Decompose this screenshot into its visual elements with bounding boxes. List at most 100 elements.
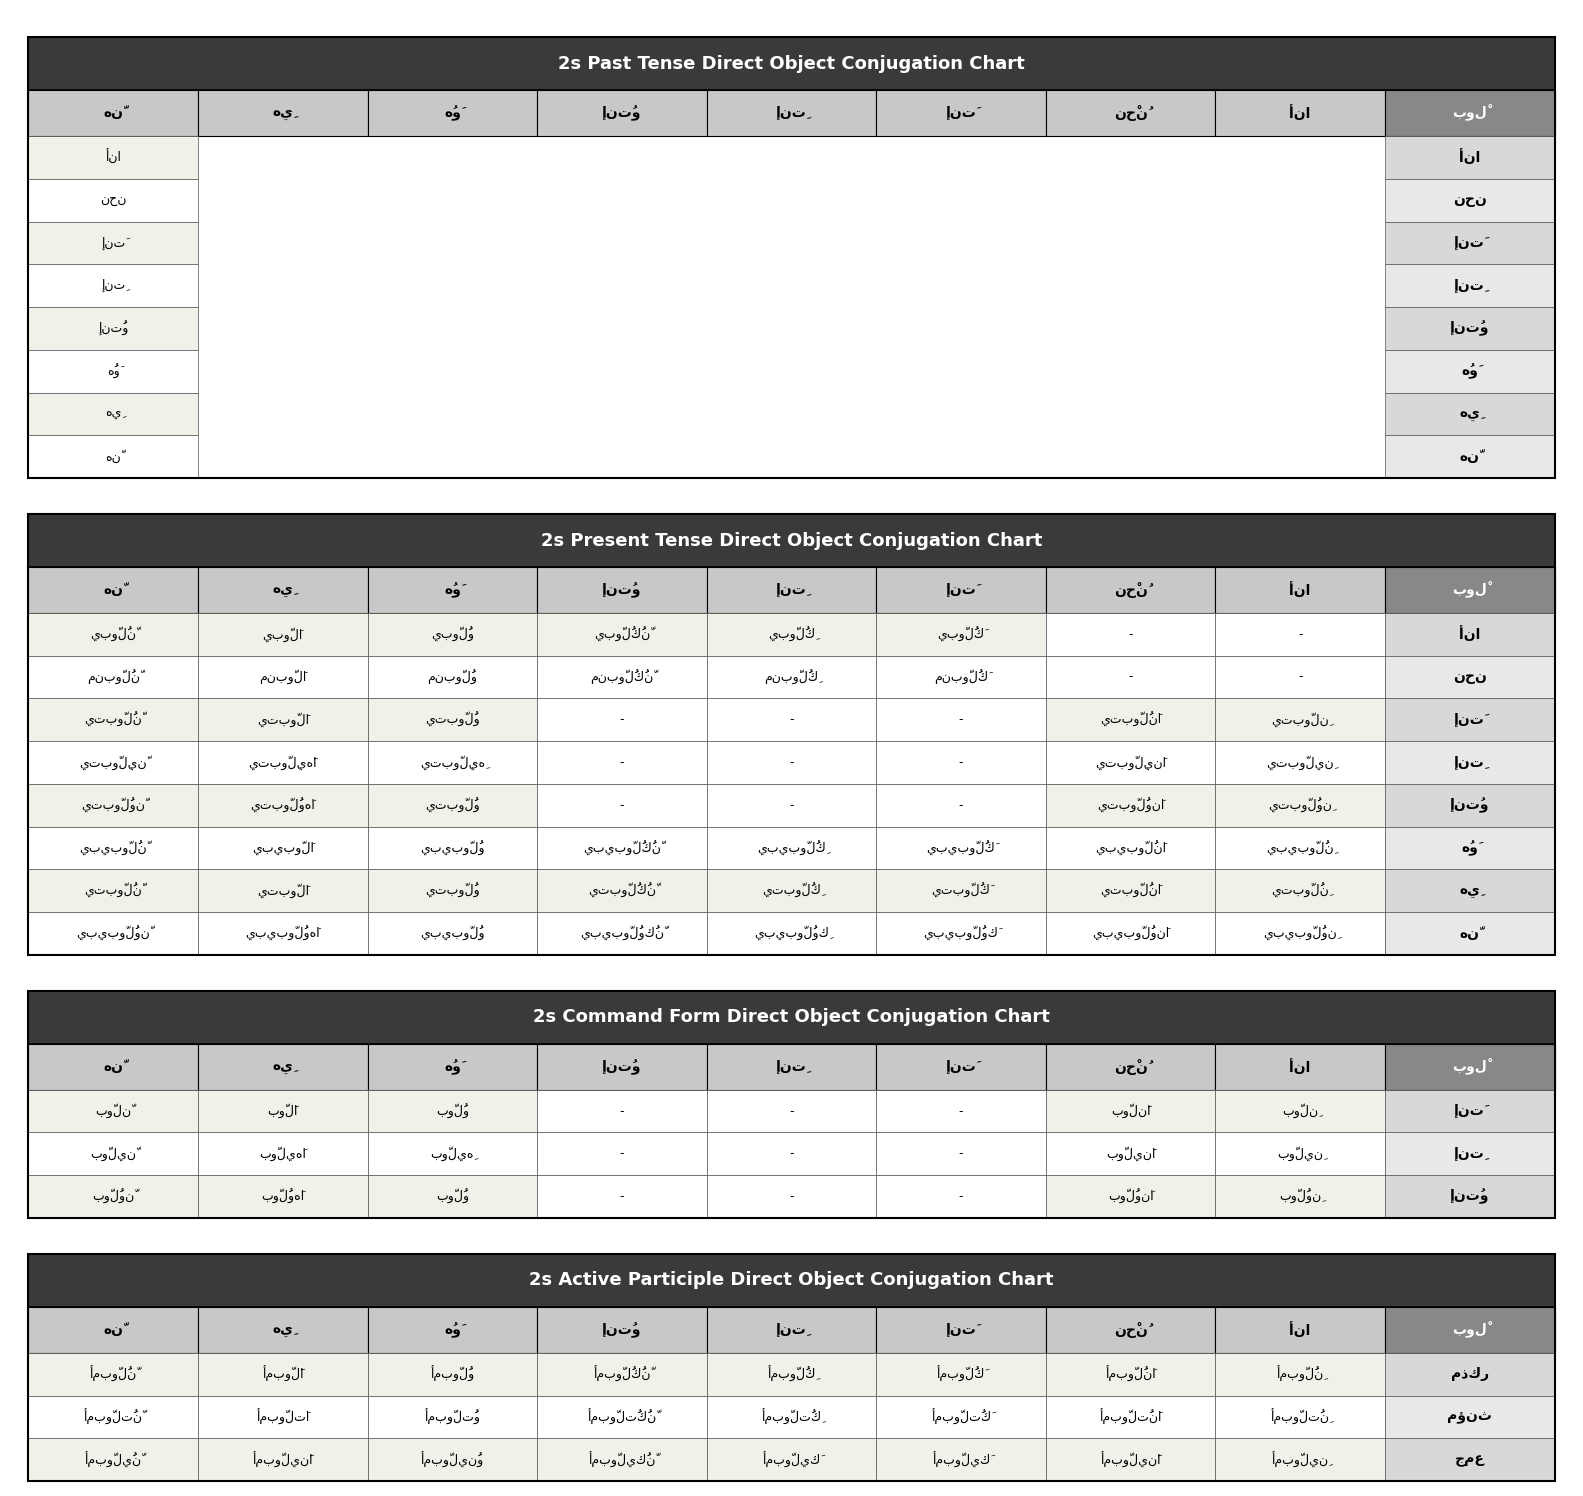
Text: يتبوّلِيهَا: يتبوّلِيهَا	[249, 755, 317, 770]
Text: هُوَ: هُوَ	[443, 105, 461, 121]
Text: إنتُو: إنتُو	[602, 105, 641, 121]
Text: هيِ: هيِ	[1460, 407, 1480, 420]
Text: -: -	[619, 1104, 624, 1118]
Text: أمبوّليكَ: أمبوّليكَ	[763, 1451, 820, 1468]
Text: إنتِ: إنتِ	[1455, 755, 1485, 769]
Text: يبيبوّلُو: يبيبوّلُو	[419, 926, 484, 941]
Text: يبيبوّلُوهَا: يبيبوّلُوهَا	[245, 926, 320, 941]
Text: يتبوّلِينَا: يتبوّلِينَا	[1095, 755, 1167, 770]
Text: إنتُو: إنتُو	[1450, 797, 1490, 814]
Text: بوّلنّ: بوّلنّ	[95, 1104, 131, 1119]
Text: -: -	[790, 1191, 793, 1203]
Text: أمبوّلتُنَا: أمبوّلتُنَا	[1100, 1409, 1162, 1426]
Text: هنّ: هنّ	[1460, 926, 1480, 941]
Text: بوّلينّ: بوّلينّ	[90, 1146, 136, 1161]
Text: إنتَ: إنتَ	[945, 106, 977, 120]
Text: إنتِ: إنتِ	[1455, 1147, 1485, 1161]
Text: منبوّلُو: منبوّلُو	[427, 669, 478, 685]
Text: -: -	[959, 1191, 964, 1203]
Text: يتبوّلُكِ: يتبوّلُكِ	[761, 883, 822, 898]
Text: هنّ: هنّ	[103, 583, 123, 597]
Text: أمبوّلينُو: أمبوّلينُو	[421, 1451, 484, 1468]
Text: نحْنُ: نحْنُ	[1114, 582, 1148, 598]
Text: أمبوّلتُكَ: أمبوّلتُكَ	[931, 1409, 991, 1426]
Text: يبيبوّلُكَ: يبيبوّلُكَ	[926, 841, 996, 856]
Text: بوّلُونَا: بوّلُونَا	[1108, 1189, 1154, 1204]
Text: إنتُو: إنتُو	[602, 1322, 641, 1337]
Text: إنتِ: إنتِ	[1455, 278, 1485, 293]
Text: نحْنُ: نحْنُ	[1114, 105, 1148, 121]
Text: يبوّلُكِ: يبوّلُكِ	[768, 627, 815, 642]
Text: نحن: نحن	[1453, 670, 1486, 684]
Text: -: -	[959, 755, 964, 769]
Text: 2s Past Tense Direct Object Conjugation Chart: 2s Past Tense Direct Object Conjugation …	[559, 55, 1024, 73]
Text: هنّ: هنّ	[103, 1059, 123, 1074]
Text: يبيبوّلَا: يبيبوّلَا	[252, 841, 313, 856]
Text: 2s Active Participle Direct Object Conjugation Chart: 2s Active Participle Direct Object Conju…	[529, 1272, 1054, 1290]
Text: أمبوّلُنّ: أمبوّلُنّ	[90, 1366, 136, 1382]
Text: إنتِ: إنتِ	[101, 280, 125, 292]
Text: إنتِ: إنتِ	[776, 1322, 807, 1337]
Text: -: -	[959, 1104, 964, 1118]
Text: يبيبوّلُنّ: يبيبوّلُنّ	[79, 841, 147, 856]
Text: إنتَ: إنتَ	[1455, 712, 1485, 727]
Text: -: -	[959, 714, 964, 726]
Text: هيِ: هيِ	[272, 106, 293, 120]
Text: أمبوّلينَا: أمبوّلينَا	[1100, 1451, 1160, 1468]
Text: هنّ: هنّ	[1460, 450, 1480, 464]
Text: إنتَ: إنتَ	[101, 236, 125, 250]
Text: بوّلينَا: بوّلينَا	[1107, 1146, 1156, 1161]
Text: -: -	[790, 714, 793, 726]
Text: هُوَ: هُوَ	[1461, 841, 1479, 856]
Text: يتبوّلُو: يتبوّلُو	[424, 883, 480, 898]
Text: نحن: نحن	[100, 193, 127, 206]
Text: أمبوّلينَا: أمبوّلينَا	[253, 1451, 313, 1468]
Text: أمبوّلَا: أمبوّلَا	[263, 1366, 304, 1382]
Text: يبوّلُكُنّ: يبوّلُكُنّ	[594, 627, 651, 642]
Text: بوّلنَا: بوّلنَا	[1111, 1104, 1151, 1119]
Text: يتبوّلنِ: يتبوّلنِ	[1271, 712, 1330, 727]
Text: أمبوّلُنَا: أمبوّلُنَا	[1105, 1366, 1156, 1382]
Text: -: -	[790, 755, 793, 769]
Text: بوّلُو: بوّلُو	[435, 1189, 469, 1204]
Text: -: -	[619, 1191, 624, 1203]
Text: إنتِ: إنتِ	[776, 106, 807, 120]
Text: -: -	[619, 799, 624, 812]
Text: يتبوّلُونّ: يتبوّلُونّ	[81, 797, 146, 812]
Text: أمبوّلتُنّ: أمبوّلتُنّ	[84, 1409, 142, 1426]
Text: يبيبوّلُوكُنّ: يبيبوّلُوكُنّ	[579, 926, 663, 941]
Text: -: -	[1298, 628, 1303, 640]
Text: -: -	[790, 799, 793, 812]
Text: بوّلُو: بوّلُو	[435, 1104, 469, 1119]
Text: أمبوّلتَا: أمبوّلتَا	[256, 1409, 309, 1426]
Text: بوّليهَا: بوّليهَا	[260, 1146, 306, 1161]
Text: إنتُو: إنتُو	[98, 320, 128, 337]
Text: إنتَ: إنتَ	[945, 1059, 977, 1074]
Text: بوّلُوهَا: بوّلُوهَا	[261, 1189, 304, 1204]
Text: إنتِ: إنتِ	[776, 583, 807, 597]
Text: يبيبوّلُكِ: يبيبوّلُكِ	[757, 841, 826, 856]
Text: 2s Present Tense Direct Object Conjugation Chart: 2s Present Tense Direct Object Conjugati…	[541, 531, 1042, 549]
Text: إنتَ: إنتَ	[1455, 236, 1485, 250]
Text: يتبوّلُكَ: يتبوّلُكَ	[932, 883, 991, 898]
Text: هُوَ: هُوَ	[443, 582, 461, 598]
Text: -: -	[1129, 628, 1133, 640]
Text: أنا: أنا	[1290, 105, 1311, 121]
Text: بوّلَا: بوّلَا	[268, 1104, 298, 1119]
Text: يتبوّلِينّ: يتبوّلِينّ	[79, 755, 147, 770]
Text: -: -	[1298, 670, 1303, 684]
Text: هيِ: هيِ	[272, 1059, 293, 1074]
Text: هُوَ: هُوَ	[1461, 364, 1479, 378]
Text: يتبوّلِيهِ: يتبوّلِيهِ	[419, 755, 484, 770]
Text: أنا: أنا	[1460, 150, 1480, 166]
Text: بولْ: بولْ	[1452, 1058, 1486, 1076]
Text: منبوّلُكِ: منبوّلُكِ	[765, 669, 818, 685]
Text: يتبوّلُونَا: يتبوّلُونَا	[1097, 797, 1164, 812]
Text: إنتَ: إنتَ	[945, 1322, 977, 1337]
Text: أنا: أنا	[106, 150, 122, 165]
Text: منبوّلُكَ: منبوّلُكَ	[934, 669, 988, 685]
Text: يتبوّلُونِ: يتبوّلُونِ	[1268, 797, 1333, 812]
Text: يبيبوّلُونِ: يبيبوّلُونِ	[1263, 926, 1338, 941]
Text: إنتُو: إنتُو	[1450, 1189, 1490, 1204]
Text: يتبوّلُوهَا: يتبوّلُوهَا	[250, 797, 315, 812]
